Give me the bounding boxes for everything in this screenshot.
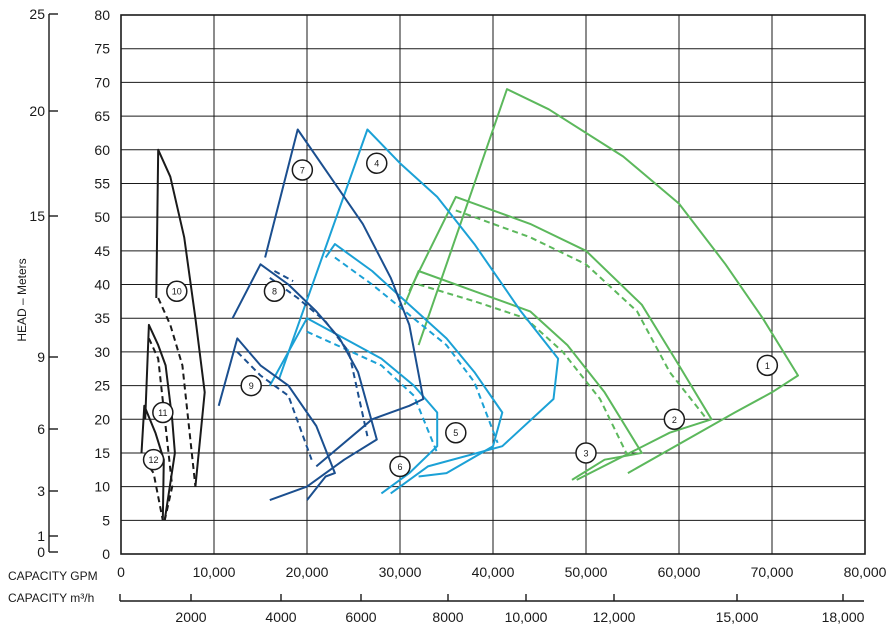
curve-marker-6 [389,455,411,478]
curve-marker-10 [166,280,188,302]
series-10-dashed-line [157,297,197,487]
curve-marker-label: 3 [583,448,588,458]
plot-frame [120,14,866,555]
x-tick-label-m3h: 10,000 [505,609,548,625]
series-6-line [268,317,439,495]
curve-marker-label: 2 [672,415,677,425]
y-tick-label-inner: 70 [94,74,110,90]
curve-marker-1 [756,354,779,377]
series-3-dashed-line [418,283,629,457]
series-11-line [144,323,176,521]
y-tick-label-outer: 1 [37,528,45,544]
series-4-line [278,128,560,495]
x-tick-label-m3h: 4000 [265,609,296,625]
curve-marker-11 [152,401,174,424]
curve-marker-label: 6 [397,462,402,472]
y-tick-label-inner: 60 [94,142,110,158]
series-7-line [264,128,425,468]
y-axis-title: HEAD – Meters [15,258,29,341]
x-tick-label-m3h: 8000 [432,609,463,625]
series-group [140,88,799,521]
series-11-dashed-line [147,337,174,521]
curve-marker-7 [291,159,314,181]
y-tick-label-inner: 20 [94,411,110,427]
y-tick-label-outer: 0 [37,544,45,560]
x-tick-label-m3h: 12,000 [593,609,636,625]
x-tick-label-m3h: 2000 [175,609,206,625]
curve-marker-label: 8 [272,287,277,297]
curve-marker-3 [575,442,597,464]
x-axis-title-gpm: CAPACITY GPM [8,569,98,583]
y-tick-label-inner: 45 [94,243,110,259]
y-tick-label-outer: 9 [37,349,45,365]
x-axes: 0 10,000 20,000 30,000 40,000 50,000 60,000 70,… [117,564,887,625]
x-tick-label-gpm: 70,000 [751,564,794,580]
x-tick-label-gpm: 30,000 [379,564,422,580]
y-tick-label-outer: 3 [37,483,45,499]
y-tick-label-outer: 25 [29,6,45,22]
curve-marker-5 [445,421,467,444]
x-tick-label-gpm: 0 [117,564,125,580]
series-1-line [417,88,799,474]
curve-marker-label: 11 [158,408,167,418]
curve-marker-label: 4 [374,159,379,169]
x-tick-label-gpm: 50,000 [565,564,608,580]
y-tick-label-inner: 30 [94,344,110,360]
series-5-dashed-line [334,256,499,444]
x-tick-label-m3h: 15,000 [716,609,759,625]
x-tick-label-gpm: 10,000 [193,564,236,580]
series-2-line [408,195,713,481]
x-tick-label-gpm: 40,000 [472,564,515,580]
x-tick-label-m3h: 6000 [345,609,376,625]
series-5-line [324,243,504,478]
series-6-dashed-line [306,330,439,454]
curve-marker-12 [142,448,165,471]
series-12-line [140,404,165,521]
curve-marker-label: 10 [172,287,182,297]
x-axis-title-m3h: CAPACITY m³/h [8,591,94,605]
y-tick-label-inner: 80 [94,7,110,23]
curve-marker-label: 7 [300,165,305,175]
curve-marker-8 [263,280,286,302]
curve-marker-label: 1 [765,361,770,371]
y-tick-label-inner: 5 [102,512,110,528]
y-axes: 0510152025303540455055606570758001369152… [29,6,110,562]
curve-marker-label: 5 [453,428,458,438]
x-tick-label-gpm: 60,000 [658,564,701,580]
x-tick-label-gpm: 80,000 [844,564,887,580]
y-tick-label-inner: 55 [94,175,110,191]
y-tick-label-inner: 35 [94,310,110,326]
curve-marker-4 [366,152,388,174]
series-10-line [155,148,206,487]
curve-marker-label: 12 [149,455,159,465]
y-tick-label-inner: 10 [94,479,110,495]
series-3-line [403,270,643,481]
y-tick-label-outer: 6 [37,421,45,437]
y-tick-label-outer: 20 [29,103,45,119]
x-tick-label-gpm: 20,000 [286,564,329,580]
curve-marker-label: 9 [249,381,254,391]
series-9-line [217,337,336,501]
y-tick-label-inner: 50 [94,209,110,225]
curve-marker-9 [240,374,262,397]
series-9-dashed-line [236,351,313,461]
y-tick-label-inner: 40 [94,277,110,293]
y-tick-label-outer: 15 [29,208,45,224]
grid-lines [121,15,865,554]
series-8-dashed-line [269,276,369,437]
series-7-dashed-line [273,270,294,282]
y-tick-label-inner: 75 [94,41,110,57]
series-2-dashed-line [455,209,708,420]
y-tick-label-inner: 25 [94,378,110,394]
y-tick-label-inner: 15 [94,445,110,461]
curve-marker-2 [663,408,686,430]
y-tick-label-inner: 0 [102,546,110,562]
x-tick-label-m3h: 18,000 [822,609,865,625]
y-tick-label-inner: 65 [94,108,110,124]
